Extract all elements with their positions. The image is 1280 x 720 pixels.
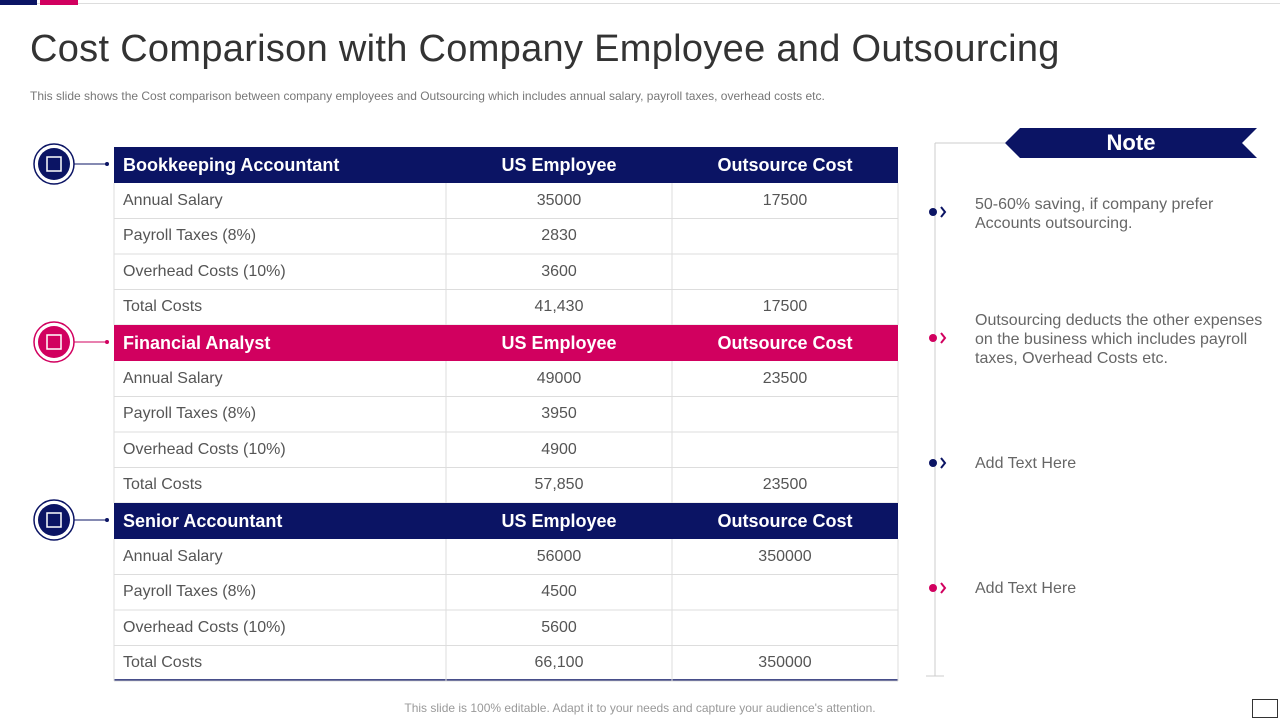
section-header-bg xyxy=(114,147,898,183)
bullet-dot xyxy=(929,459,937,467)
table-cell: Annual Salary xyxy=(123,547,223,565)
header-cell: Outsource Cost xyxy=(717,154,853,175)
dynamic-shapes xyxy=(33,143,947,682)
table-cell: 56000 xyxy=(536,547,582,565)
header-cell: Financial Analyst xyxy=(123,332,271,353)
table-cell xyxy=(672,610,898,645)
table-cell: Payroll Taxes (8%) xyxy=(123,583,257,600)
table-cell: 66,100 xyxy=(534,654,584,671)
table-cell xyxy=(672,575,898,610)
bullet-chevron xyxy=(940,457,947,469)
note-title: Note xyxy=(1106,130,1156,155)
header-cell: Outsource Cost xyxy=(717,510,853,531)
table-cell: 41,430 xyxy=(534,298,584,315)
header-cell: US Employee xyxy=(501,510,617,531)
table-cell: 3950 xyxy=(541,405,577,422)
table-cell: Total Costs xyxy=(123,298,203,315)
table-cell: 2830 xyxy=(541,227,577,244)
bullet-dot xyxy=(929,334,937,342)
table-cell: 57,850 xyxy=(534,476,584,493)
table-cell: 35000 xyxy=(536,191,582,209)
section-header-bg xyxy=(114,325,898,361)
header-cell: Bookkeeping Accountant xyxy=(123,154,340,175)
icon xyxy=(38,148,70,180)
title: Cost Comparison with Company Employee an… xyxy=(30,28,1060,70)
header-cell: Senior Accountant xyxy=(123,510,283,531)
icon xyxy=(38,504,70,536)
header-cell: Outsource Cost xyxy=(717,332,853,353)
table-cell: 4900 xyxy=(541,440,577,458)
note-item: Add Text Here xyxy=(975,580,1077,597)
note-banner xyxy=(1005,128,1257,158)
header-cell: US Employee xyxy=(501,332,617,353)
bullet-chevron xyxy=(940,332,947,344)
table-cell: 4500 xyxy=(541,583,577,600)
subtitle: This slide shows the Cost comparison bet… xyxy=(30,89,825,103)
table-cell: Overhead Costs (10%) xyxy=(123,262,286,280)
section-header-bg xyxy=(114,503,898,539)
note-item: Outsourcing deducts the other expenses o… xyxy=(975,312,1263,367)
icon-glyph xyxy=(46,156,62,172)
icon-glyph xyxy=(46,512,62,528)
connector-dot xyxy=(105,162,109,166)
table-cell: 49000 xyxy=(536,369,582,387)
bullet-chevron xyxy=(940,206,947,218)
table-cell xyxy=(672,219,898,254)
header-cell: US Employee xyxy=(501,154,617,175)
note-item: Add Text Here xyxy=(975,455,1077,472)
table-cell: 17500 xyxy=(762,298,808,315)
table-cell: Total Costs xyxy=(123,476,203,493)
table-cell: 350000 xyxy=(758,547,812,565)
top-accent xyxy=(40,0,78,5)
table-cell xyxy=(672,432,898,467)
icon xyxy=(38,326,70,358)
icon-glyph xyxy=(46,334,62,350)
top-accent xyxy=(0,0,37,5)
table-cell: Total Costs xyxy=(123,654,203,671)
table-cell: Overhead Costs (10%) xyxy=(123,440,286,458)
table-cell: Payroll Taxes (8%) xyxy=(123,405,257,422)
note-item: 50-60% saving, if company prefer Account… xyxy=(975,196,1214,232)
table-cell: 23500 xyxy=(762,476,808,493)
footer: This slide is 100% editable. Adapt it to… xyxy=(404,701,876,715)
bullet-dot xyxy=(929,584,937,592)
table-cell: 350000 xyxy=(758,654,812,671)
table-cell: Payroll Taxes (8%) xyxy=(123,227,257,244)
bullet-dot xyxy=(929,208,937,216)
table-cell xyxy=(672,254,898,289)
table-cell: 3600 xyxy=(541,262,577,280)
bullet-chevron xyxy=(940,582,947,594)
connector-dot xyxy=(105,518,109,522)
table-cell: Overhead Costs (10%) xyxy=(123,618,286,636)
table-cell: 5600 xyxy=(541,618,577,636)
table-cell xyxy=(672,397,898,432)
table-cell: 23500 xyxy=(762,369,808,387)
table-cell: Annual Salary xyxy=(123,191,223,209)
connector-dot xyxy=(105,340,109,344)
table-cell: 17500 xyxy=(762,191,808,209)
table-cell: Annual Salary xyxy=(123,369,223,387)
corner-box xyxy=(1252,699,1278,718)
